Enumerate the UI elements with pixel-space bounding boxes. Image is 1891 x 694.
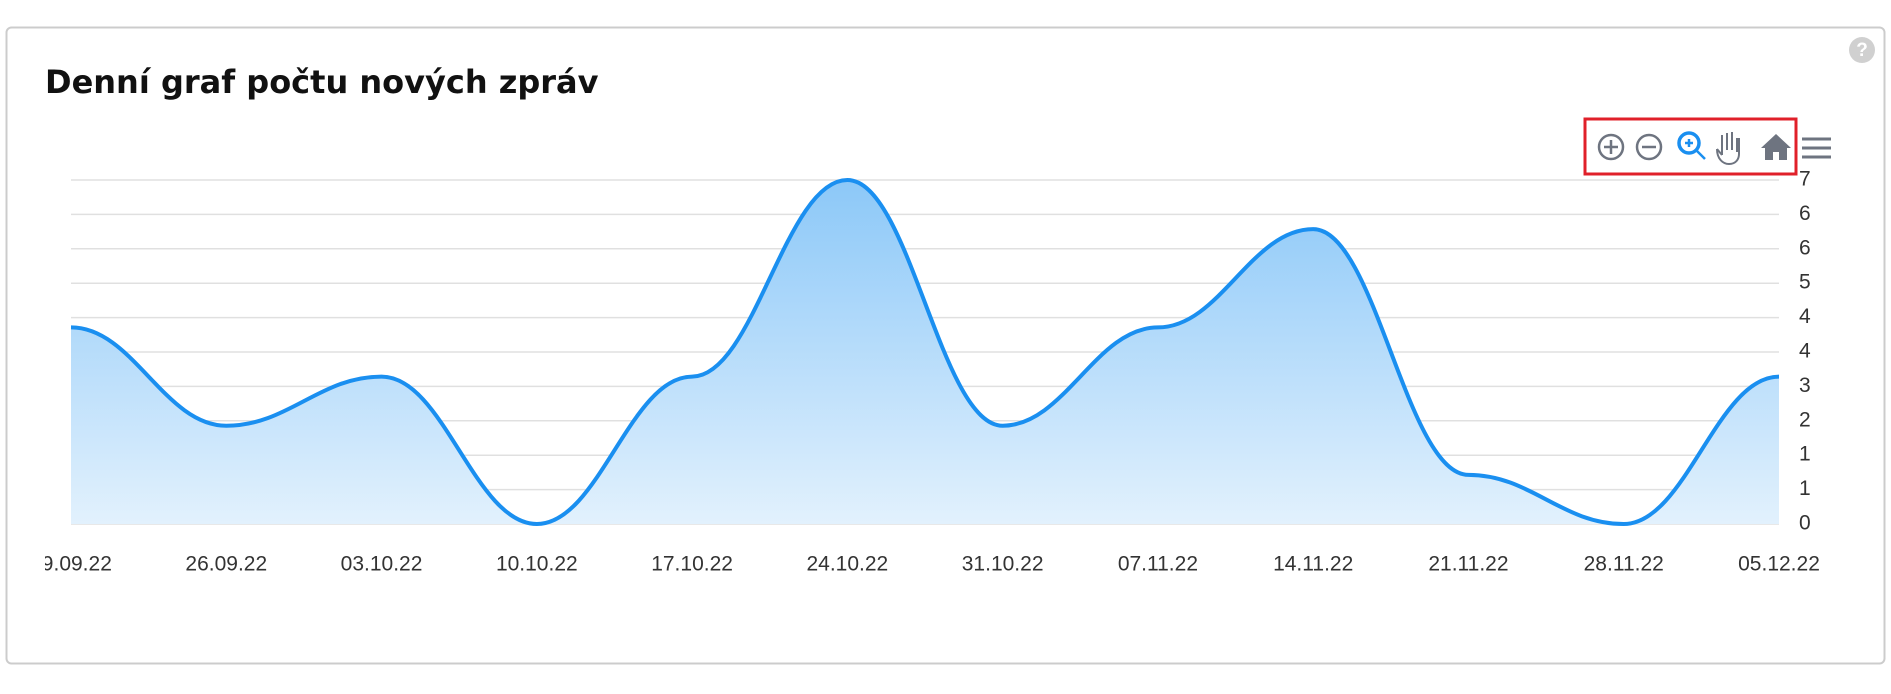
x-tick-label: 14.11.22 (1273, 553, 1353, 576)
y-tick-label: 0 (1799, 512, 1811, 535)
y-tick-label: 6 (1799, 202, 1811, 225)
help-icon[interactable]: ? (1849, 37, 1875, 63)
y-tick-label: 4 (1799, 340, 1811, 363)
x-tick-label: 31.10.22 (962, 553, 1044, 576)
x-tick-label: 21.11.22 (1428, 553, 1508, 576)
x-tick-label: 26.09.22 (185, 553, 267, 576)
y-tick-label: 6 (1799, 236, 1811, 259)
pan[interactable] (1716, 132, 1740, 166)
y-tick-label: 2 (1799, 408, 1811, 431)
highlight-box (1583, 117, 1798, 176)
y-tick-label: 1 (1799, 477, 1811, 500)
x-axis-labels: 19.09.22 26.09.22 03.10.22 10.10.22 17.10.22… (30, 553, 1820, 576)
y-tick-label: 3 (1799, 374, 1811, 397)
y-tick-label: 7 (1799, 168, 1811, 191)
x-tick-label: 28.11.22 (1584, 553, 1664, 576)
y-tick-label: 5 (1799, 271, 1811, 294)
reset[interactable] (1761, 134, 1791, 160)
zoom-out[interactable] (1635, 133, 1663, 161)
svg-text:?: ? (1856, 40, 1868, 61)
x-tick-label: 17.10.22 (651, 553, 733, 576)
y-tick-label: 4 (1799, 305, 1811, 328)
x-tick-label: 03.10.22 (341, 553, 423, 576)
x-tick-label: 05.12.22 (1738, 553, 1820, 576)
x-tick-label: 07.11.22 (1118, 553, 1198, 576)
x-tick-label: 10.10.22 (496, 553, 578, 576)
selection-zoom[interactable] (1677, 131, 1706, 160)
line (70, 177, 1780, 527)
zoom-in[interactable] (1597, 133, 1625, 161)
menu[interactable] (1802, 137, 1831, 159)
x-tick-label: 24.10.22 (806, 553, 888, 576)
chart-title: Denní graf počtu nových zpráv (45, 63, 599, 101)
x-tick-label: 19.09.22 (30, 553, 112, 576)
toolbar (1597, 131, 1831, 166)
y-tick-label: 1 (1799, 443, 1811, 466)
plot: 0 1 1 2 3 4 4 5 6 6 7 19.09.22 26.09.22 03.10.22 10.10… (30, 168, 1820, 576)
